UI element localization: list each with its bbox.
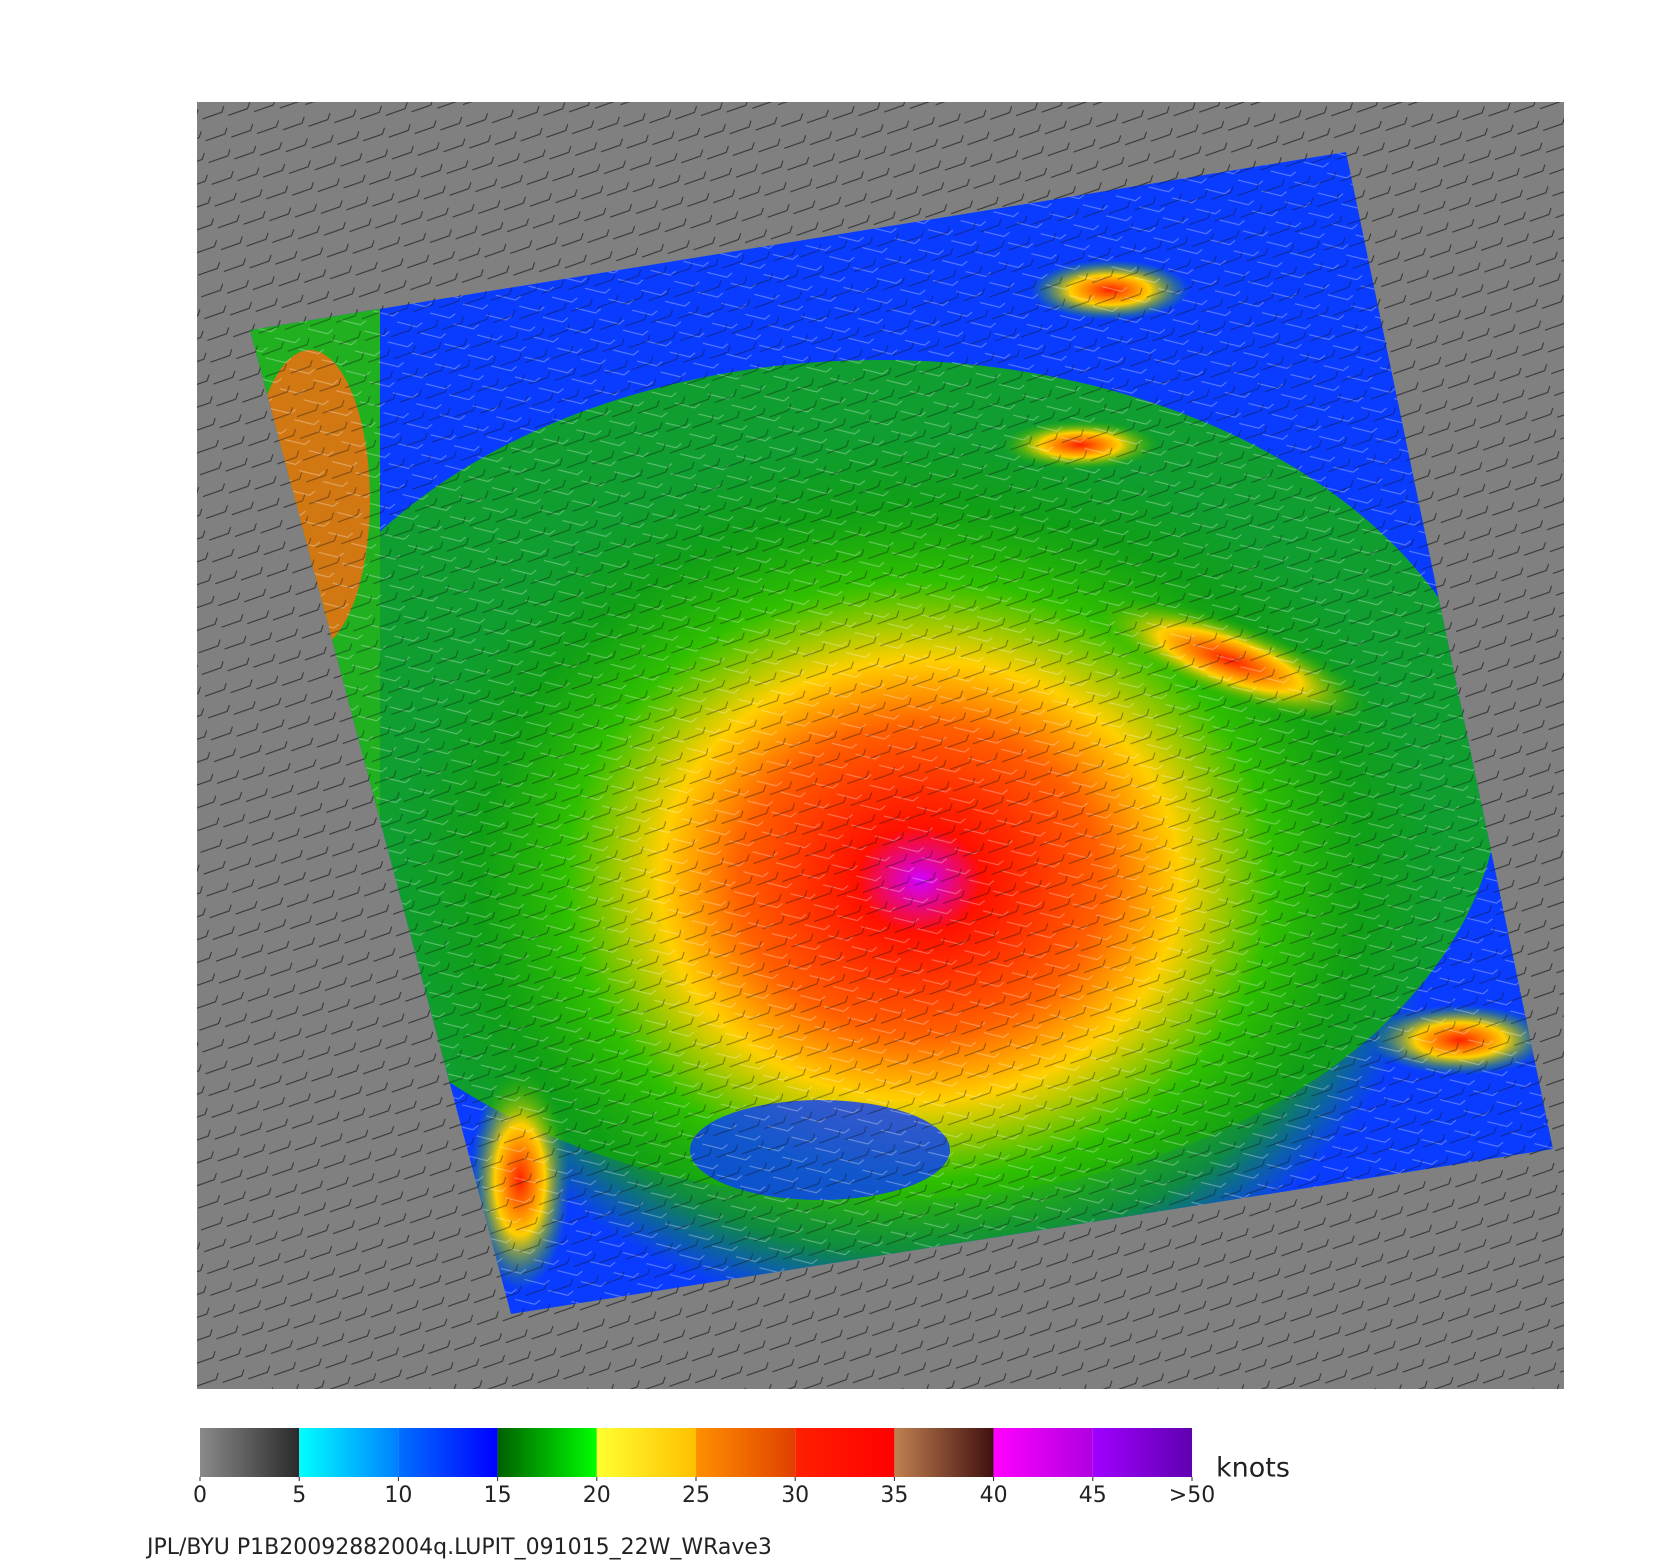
map-area [197, 102, 1564, 1389]
colorbar-tick-label: >50 [1169, 1483, 1215, 1508]
colorbar-tick-label: 15 [484, 1483, 512, 1508]
colorbar-tick-label: 35 [880, 1483, 908, 1508]
colorbar-segment [894, 1428, 994, 1477]
colorbar-tick-label: 40 [980, 1483, 1008, 1508]
colorbar-unit: knots [1216, 1453, 1290, 1484]
colorbar-segment [696, 1428, 796, 1477]
colorbar-segment [1092, 1428, 1192, 1477]
caption: JPL/BYU P1B20092882004q.LUPIT_091015_22W… [145, 1535, 772, 1560]
colorbar-segment [299, 1428, 399, 1477]
colorbar-tick-label: 10 [384, 1483, 412, 1508]
colorbar-segment [795, 1428, 895, 1477]
colorbar-segment [200, 1428, 300, 1477]
colorbar-tick-label: 30 [781, 1483, 809, 1508]
colorbar-tick-label: 25 [682, 1483, 710, 1508]
colorbar-tick-label: 0 [193, 1483, 207, 1508]
colorbar-tick-label: 5 [292, 1483, 306, 1508]
colorbar-segment [993, 1428, 1093, 1477]
colorbar-tick-label: 45 [1079, 1483, 1107, 1508]
colorbar-segment [596, 1428, 696, 1477]
colorbar-segment [497, 1428, 597, 1477]
colorbar-segment [398, 1428, 498, 1477]
colorbar-tick-label: 20 [583, 1483, 611, 1508]
